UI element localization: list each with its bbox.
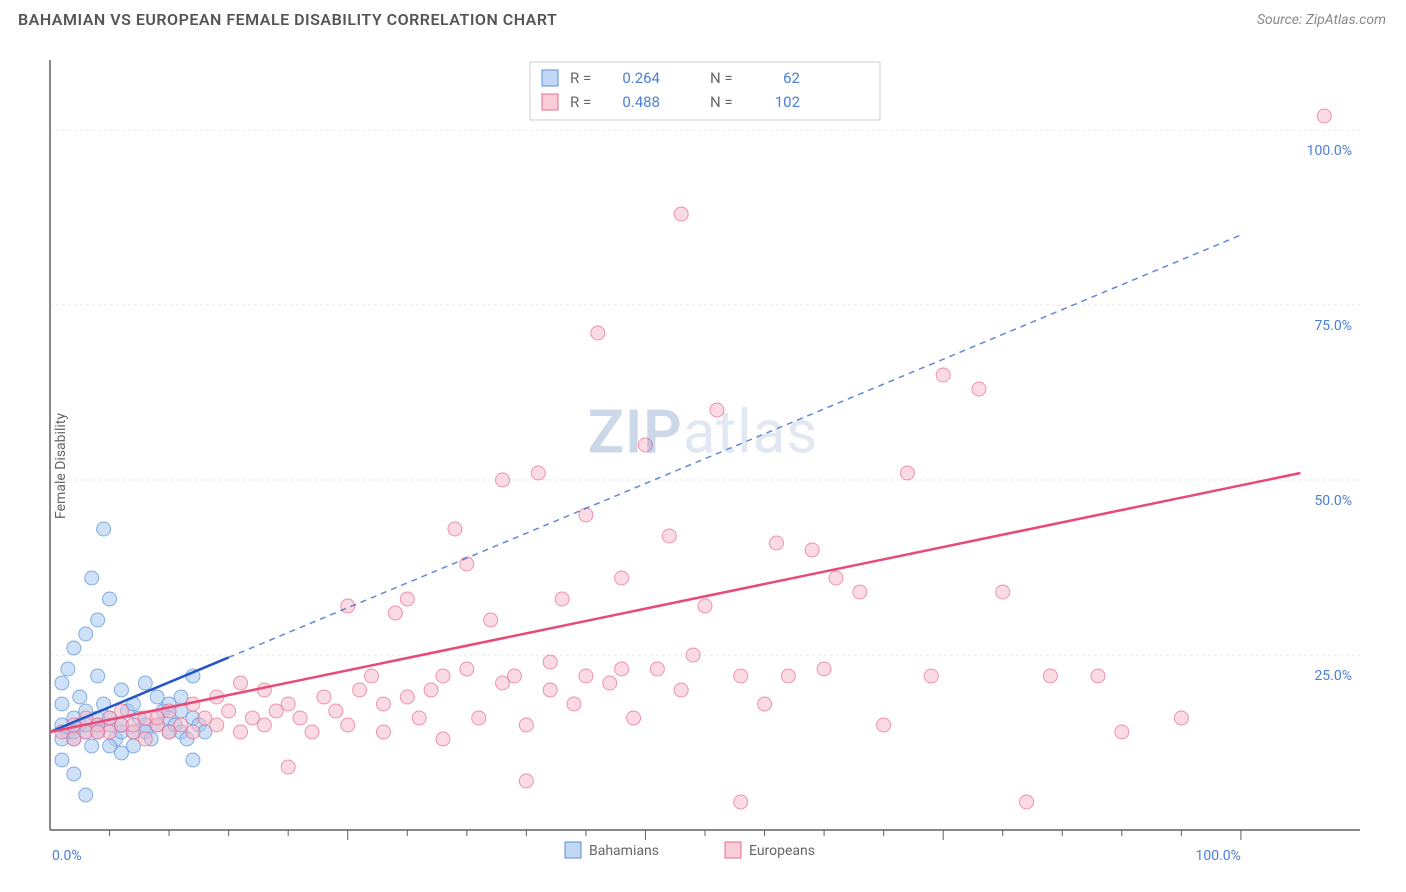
svg-text:Europeans: Europeans [749, 843, 815, 859]
svg-text:100.0%: 100.0% [1307, 143, 1352, 159]
scatter-chart: 25.0% 50.0% 75.0% 100.0% 0.0% 100.0% R = 0.264 N… [0, 40, 1406, 892]
svg-text:R =: R = [570, 69, 591, 87]
svg-text:0.488: 0.488 [622, 93, 660, 111]
svg-text:75.0%: 75.0% [1314, 318, 1352, 334]
svg-text:50.0%: 50.0% [1314, 493, 1352, 509]
svg-text:Bahamians: Bahamians [589, 843, 659, 859]
svg-text:25.0%: 25.0% [1314, 668, 1352, 684]
svg-text:0.264: 0.264 [622, 69, 660, 87]
chart-title: BAHAMIAN VS EUROPEAN FEMALE DISABILITY C… [18, 10, 557, 29]
chart-container: Female Disability 25.0% 50.0% 75.0% 100.0% 0… [0, 40, 1406, 892]
svg-text:N =: N = [710, 93, 733, 111]
source-attribution: Source: ZipAtlas.com [1257, 12, 1386, 28]
svg-text:N =: N = [710, 69, 733, 87]
svg-text:0.0%: 0.0% [52, 848, 82, 864]
svg-text:62: 62 [783, 69, 800, 87]
y-axis-label: Female Disability [53, 413, 69, 519]
svg-text:102: 102 [775, 93, 800, 111]
svg-text:100.0%: 100.0% [1195, 848, 1240, 864]
svg-text:R =: R = [570, 93, 591, 111]
